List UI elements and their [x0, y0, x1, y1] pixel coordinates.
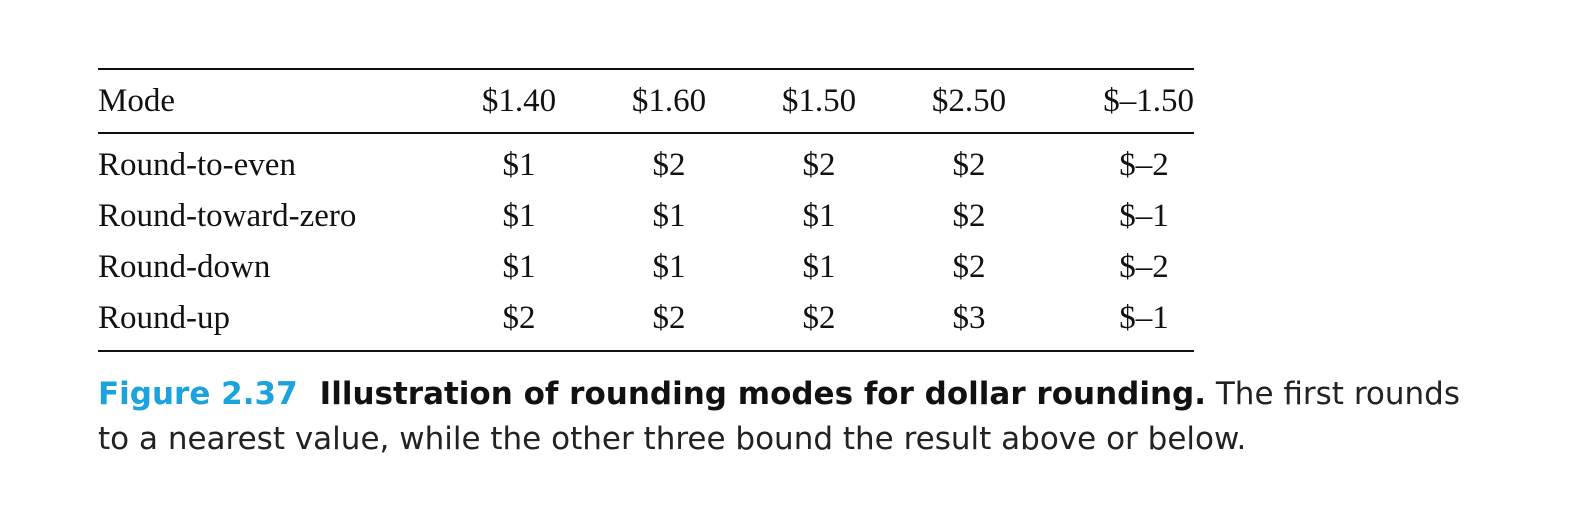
mode-cell: Round-down [98, 249, 271, 285]
mode-cell: Round-toward-zero [98, 198, 357, 234]
table-header-row: Mode $1.40 $1.60 $1.50 $2.50 $–1.50 [98, 69, 1194, 133]
value-text: $–1 [1119, 300, 1169, 336]
value-cell: $2 [652, 300, 686, 336]
figure-caption: Figure 2.37 Illustration of rounding mode… [98, 372, 1498, 462]
figure: Mode $1.40 $1.60 $1.50 $2.50 $–1.50 Roun… [98, 68, 1518, 462]
value-cell: $1 [502, 147, 536, 183]
value-cell: $1 [652, 249, 686, 285]
table-row: Round-to-even $1 $2 $2 $2 $–2 [98, 133, 1194, 191]
value-cell: $1 [802, 198, 836, 234]
table-row: Round-up $2 $2 $2 $3 $–1 [98, 293, 1194, 351]
value-cell: $2 [952, 249, 986, 285]
value-cell: $–2 [1044, 242, 1194, 293]
value-cell: $1 [652, 198, 686, 234]
value-cell: $2 [952, 147, 986, 183]
value-cell: $1 [502, 198, 536, 234]
value-cell: $2 [802, 300, 836, 336]
column-header-value: $2.50 [931, 83, 1007, 119]
mode-cell: Round-to-even [98, 147, 296, 183]
value-cell: $2 [652, 147, 686, 183]
value-cell: $–1 [1044, 293, 1194, 351]
figure-title: Illustration of rounding modes for dolla… [319, 376, 1207, 412]
value-text: $–2 [1119, 249, 1169, 285]
column-header-value: $1.40 [481, 83, 557, 119]
value-cell: $–1 [1044, 191, 1194, 242]
column-header-value: $–1.50 [1103, 83, 1194, 119]
figure-number: Figure 2.37 [98, 376, 298, 412]
caption-text: The first rounds to a nearest value, whi… [98, 376, 1460, 457]
value-cell: $2 [952, 198, 986, 234]
value-cell: $1 [802, 249, 836, 285]
value-text: $–1 [1119, 198, 1169, 234]
column-header-value: $1.50 [781, 83, 857, 119]
table-row: Round-toward-zero $1 $1 $1 $2 $–1 [98, 191, 1194, 242]
rounding-modes-table: Mode $1.40 $1.60 $1.50 $2.50 $–1.50 Roun… [98, 68, 1194, 352]
column-header-value: $1.60 [631, 83, 707, 119]
value-cell: $–2 [1044, 133, 1194, 191]
value-cell: $1 [502, 249, 536, 285]
value-cell: $3 [952, 300, 986, 336]
column-header-mode: Mode [98, 83, 175, 119]
value-cell: $2 [502, 300, 536, 336]
mode-cell: Round-up [98, 300, 230, 336]
table-row: Round-down $1 $1 $1 $2 $–2 [98, 242, 1194, 293]
value-cell: $2 [802, 147, 836, 183]
value-text: $–2 [1119, 147, 1169, 183]
